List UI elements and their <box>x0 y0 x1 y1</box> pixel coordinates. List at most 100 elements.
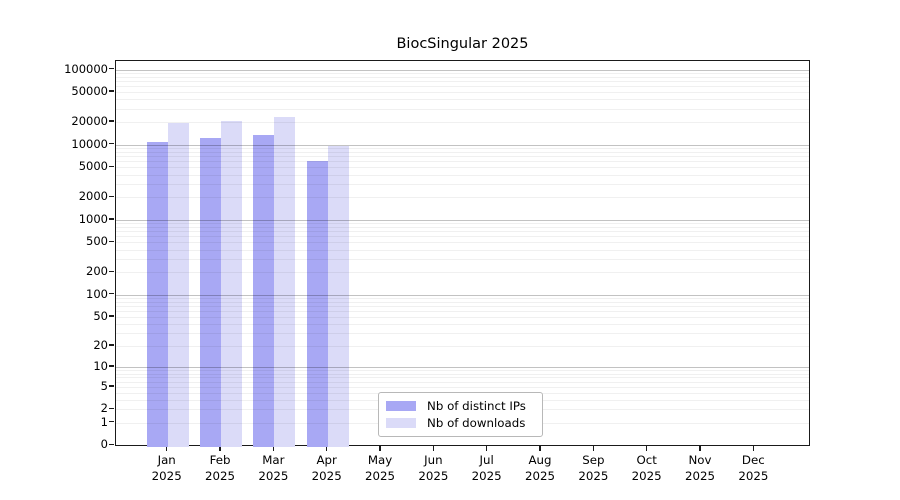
x-tick-month: Aug <box>528 453 552 467</box>
x-tick-year: 2025 <box>631 468 662 483</box>
x-tick-label: Feb 2025 <box>188 453 252 484</box>
bar-distinct-ips <box>146 141 168 447</box>
y-gridline-minor <box>116 333 809 335</box>
y-gridline-minor <box>116 311 809 313</box>
y-gridline-minor <box>116 197 809 199</box>
y-gridline-major <box>116 219 809 221</box>
y-gridline-minor <box>116 272 809 274</box>
x-tick-month: Feb <box>209 453 231 467</box>
x-tick-label: Sep 2025 <box>561 453 625 484</box>
y-gridline-major <box>116 294 809 296</box>
legend-swatch-downloads <box>386 418 416 428</box>
y-gridline-major <box>116 367 809 369</box>
y-tick-label: 50000 <box>71 84 108 99</box>
y-gridline-minor <box>116 236 809 238</box>
y-tick-label: 500 <box>86 234 108 249</box>
y-gridline-minor <box>116 370 809 372</box>
y-gridline-minor <box>116 345 809 347</box>
x-tick-month: Dec <box>741 453 765 467</box>
y-tick-label: 0 <box>100 437 108 452</box>
y-gridline-minor <box>116 223 809 225</box>
x-tick-year: 2025 <box>684 468 716 483</box>
y-gridline-minor <box>116 151 809 153</box>
y-tick-mark <box>109 165 114 167</box>
y-tick-mark <box>109 142 114 145</box>
x-tick-label: Aug 2025 <box>508 453 572 484</box>
x-tick-mark <box>379 446 381 451</box>
y-gridline-minor <box>116 249 809 251</box>
y-tick-label: 10 <box>93 359 108 374</box>
y-tick-label: 2 <box>100 401 108 416</box>
x-tick-label: Dec 2025 <box>721 453 785 484</box>
x-tick-year: 2025 <box>738 468 769 483</box>
x-tick-year: 2025 <box>151 468 182 483</box>
x-tick-label: Apr 2025 <box>295 453 359 484</box>
y-tick-label: 1000 <box>78 211 108 226</box>
chart-title: BiocSingular 2025 <box>396 36 529 52</box>
y-tick-mark <box>109 407 114 410</box>
legend-entry-downloads: Nb of downloads <box>386 416 535 430</box>
x-tick-mark <box>325 446 328 451</box>
y-tick-mark <box>109 315 114 317</box>
y-tick-mark <box>109 120 114 122</box>
x-tick-month: Nov <box>688 453 712 467</box>
x-tick-mark <box>432 446 435 451</box>
x-tick-year: 2025 <box>311 468 342 483</box>
x-tick-mark <box>539 446 541 451</box>
y-gridline-minor <box>116 227 809 229</box>
x-tick-month: Jan <box>157 453 176 467</box>
y-gridline-minor <box>116 174 809 176</box>
x-tick-month: Sep <box>582 453 605 467</box>
y-gridline-major <box>116 69 809 71</box>
y-gridline-minor <box>116 167 809 169</box>
x-tick-mark <box>485 446 488 451</box>
y-tick-label: 100000 <box>64 61 108 76</box>
x-tick-year: 2025 <box>365 468 396 483</box>
y-gridline-minor <box>116 373 809 375</box>
bar-downloads <box>274 116 296 447</box>
y-gridline-minor <box>116 86 809 88</box>
plot-area <box>115 60 810 447</box>
y-tick-label: 200 <box>86 264 108 279</box>
y-gridline-minor <box>116 242 809 244</box>
y-tick-label: 5 <box>100 378 108 393</box>
x-tick-year: 2025 <box>524 468 556 483</box>
y-tick-label: 20 <box>93 337 108 352</box>
y-tick-mark <box>109 292 114 295</box>
y-gridline-minor <box>116 386 809 388</box>
x-tick-mark <box>592 446 595 451</box>
y-tick-mark <box>109 443 114 445</box>
y-gridline-minor <box>116 156 809 158</box>
y-tick-label: 5000 <box>78 159 108 174</box>
y-gridline-minor <box>116 81 809 83</box>
y-tick-mark <box>109 195 114 197</box>
x-tick-mark <box>752 446 755 451</box>
y-tick-mark <box>109 344 114 346</box>
bar-downloads <box>327 146 349 447</box>
x-tick-year: 2025 <box>471 468 502 483</box>
y-gridline-minor <box>116 99 809 101</box>
y-gridline-minor <box>116 259 809 261</box>
x-tick-label: Mar 2025 <box>241 453 305 484</box>
x-tick-label: Jul 2025 <box>455 453 519 484</box>
y-gridline-minor <box>116 231 809 233</box>
y-gridline-minor <box>116 381 809 383</box>
y-tick-mark <box>109 385 114 387</box>
x-tick-month: Jul <box>479 453 494 467</box>
x-tick-month: Apr <box>316 453 337 467</box>
legend: Nb of distinct IPs Nb of downloads <box>378 392 543 437</box>
y-tick-label: 50 <box>93 308 108 323</box>
y-tick-mark <box>109 365 114 367</box>
y-gridline-minor <box>116 306 809 308</box>
x-tick-label: Jun 2025 <box>401 453 465 484</box>
x-tick-mark <box>272 446 275 451</box>
x-tick-year: 2025 <box>418 468 449 483</box>
y-tick-mark <box>109 67 114 70</box>
y-tick-label: 20000 <box>71 114 108 129</box>
x-tick-month: Mar <box>262 453 285 467</box>
y-gridline-minor <box>116 183 809 185</box>
y-gridline-minor <box>116 72 809 74</box>
y-gridline-major <box>116 144 809 146</box>
x-tick-year: 2025 <box>205 468 236 483</box>
